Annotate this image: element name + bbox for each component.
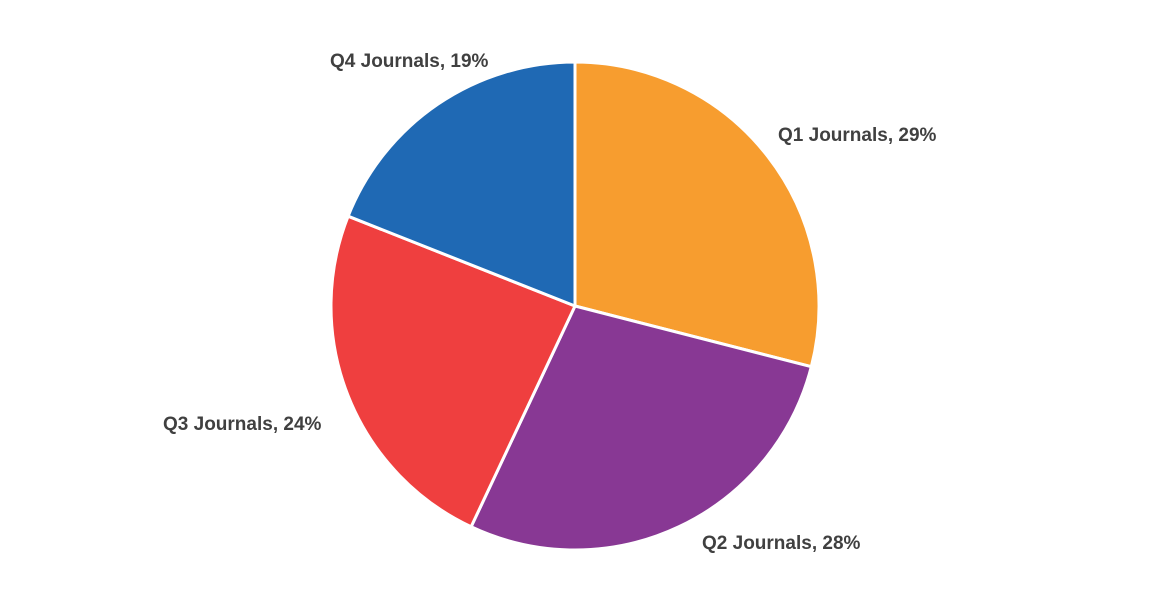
slice-label-q3-journals: Q3 Journals, 24% [163, 414, 322, 435]
pie-slice-q3-journals [329, 214, 577, 529]
pie-slice-q1-journals [573, 60, 821, 369]
pie-slice-q2-journals [469, 304, 813, 552]
slice-label-q2-journals: Q2 Journals, 28% [702, 533, 861, 554]
slice-label-q1-journals: Q1 Journals, 29% [778, 125, 937, 146]
pie-labels: Q1 Journals, 29% Q2 Journals, 28% Q3 Journ… [163, 51, 937, 554]
slice-label-q4-journals: Q4 Journals, 19% [330, 51, 489, 72]
pie-slices [329, 60, 821, 552]
pie-slice-q4-journals [346, 60, 577, 308]
